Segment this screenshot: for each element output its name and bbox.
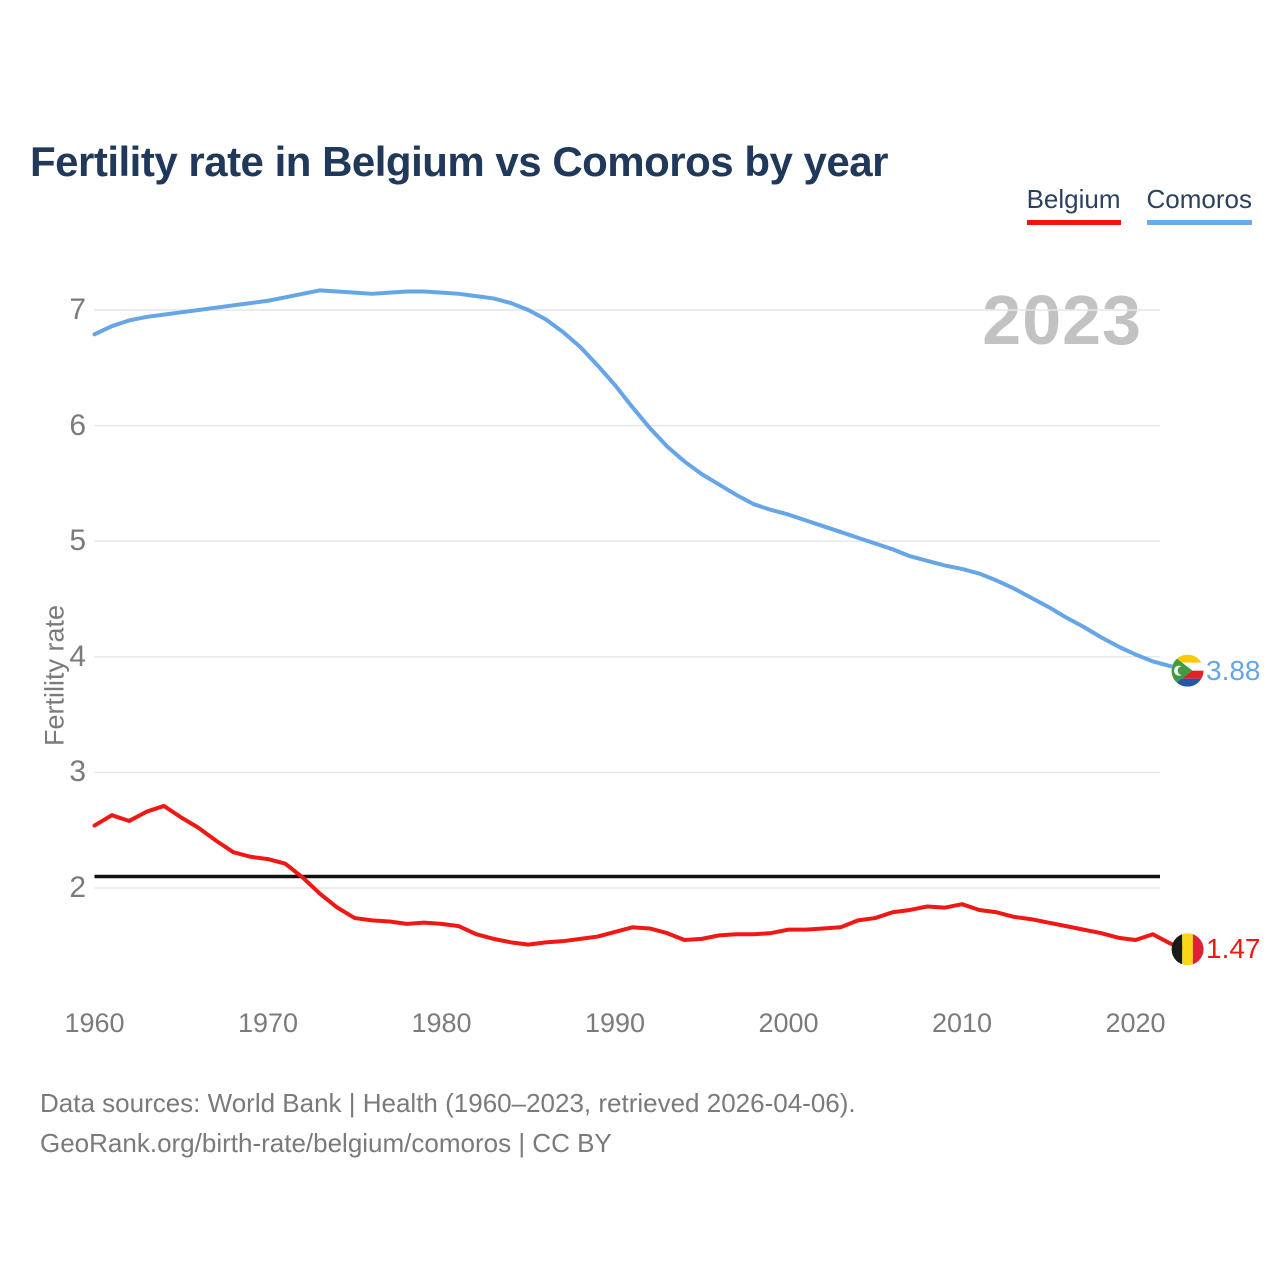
legend: Belgium Comoros xyxy=(1026,184,1252,225)
x-tick-label: 2020 xyxy=(1105,1008,1166,1038)
footer-sources-line: Data sources: World Bank | Health (1960–… xyxy=(40,1088,856,1118)
page-title: Fertility rate in Belgium vs Comoros by … xyxy=(30,138,888,186)
gridlines xyxy=(94,309,1160,889)
belgium-value-label: 1.47 xyxy=(1206,933,1261,965)
comoros-flag-icon xyxy=(1171,654,1204,687)
x-tick-label: 1960 xyxy=(64,1008,125,1038)
x-tick-label: 2010 xyxy=(931,1008,993,1038)
legend-item-comoros[interactable]: Comoros xyxy=(1146,184,1252,225)
watermark-year: 2023 xyxy=(982,281,1142,359)
x-tick-label: 1970 xyxy=(237,1008,299,1038)
y-tick-label: 7 xyxy=(69,293,86,326)
legend-item-belgium[interactable]: Belgium xyxy=(1026,184,1121,225)
belgium-line xyxy=(92,803,1190,952)
y-tick-label: 6 xyxy=(69,408,86,442)
x-tick-label: 2000 xyxy=(758,1008,819,1038)
y-axis-title: Fertility rate xyxy=(39,604,70,747)
footer: Data sources: World Bank | Health (1960–… xyxy=(40,1083,856,1163)
belgium-flag-icon xyxy=(1171,933,1204,966)
footer-attribution-line: GeoRank.org/birth-rate/belgium/comoros |… xyxy=(40,1128,612,1158)
x-tick-label: 1980 xyxy=(411,1008,472,1038)
y-tick-label: 2 xyxy=(69,871,86,904)
x-tick-label: 1990 xyxy=(584,1008,646,1038)
comoros-value-label: 3.88 xyxy=(1206,654,1261,686)
